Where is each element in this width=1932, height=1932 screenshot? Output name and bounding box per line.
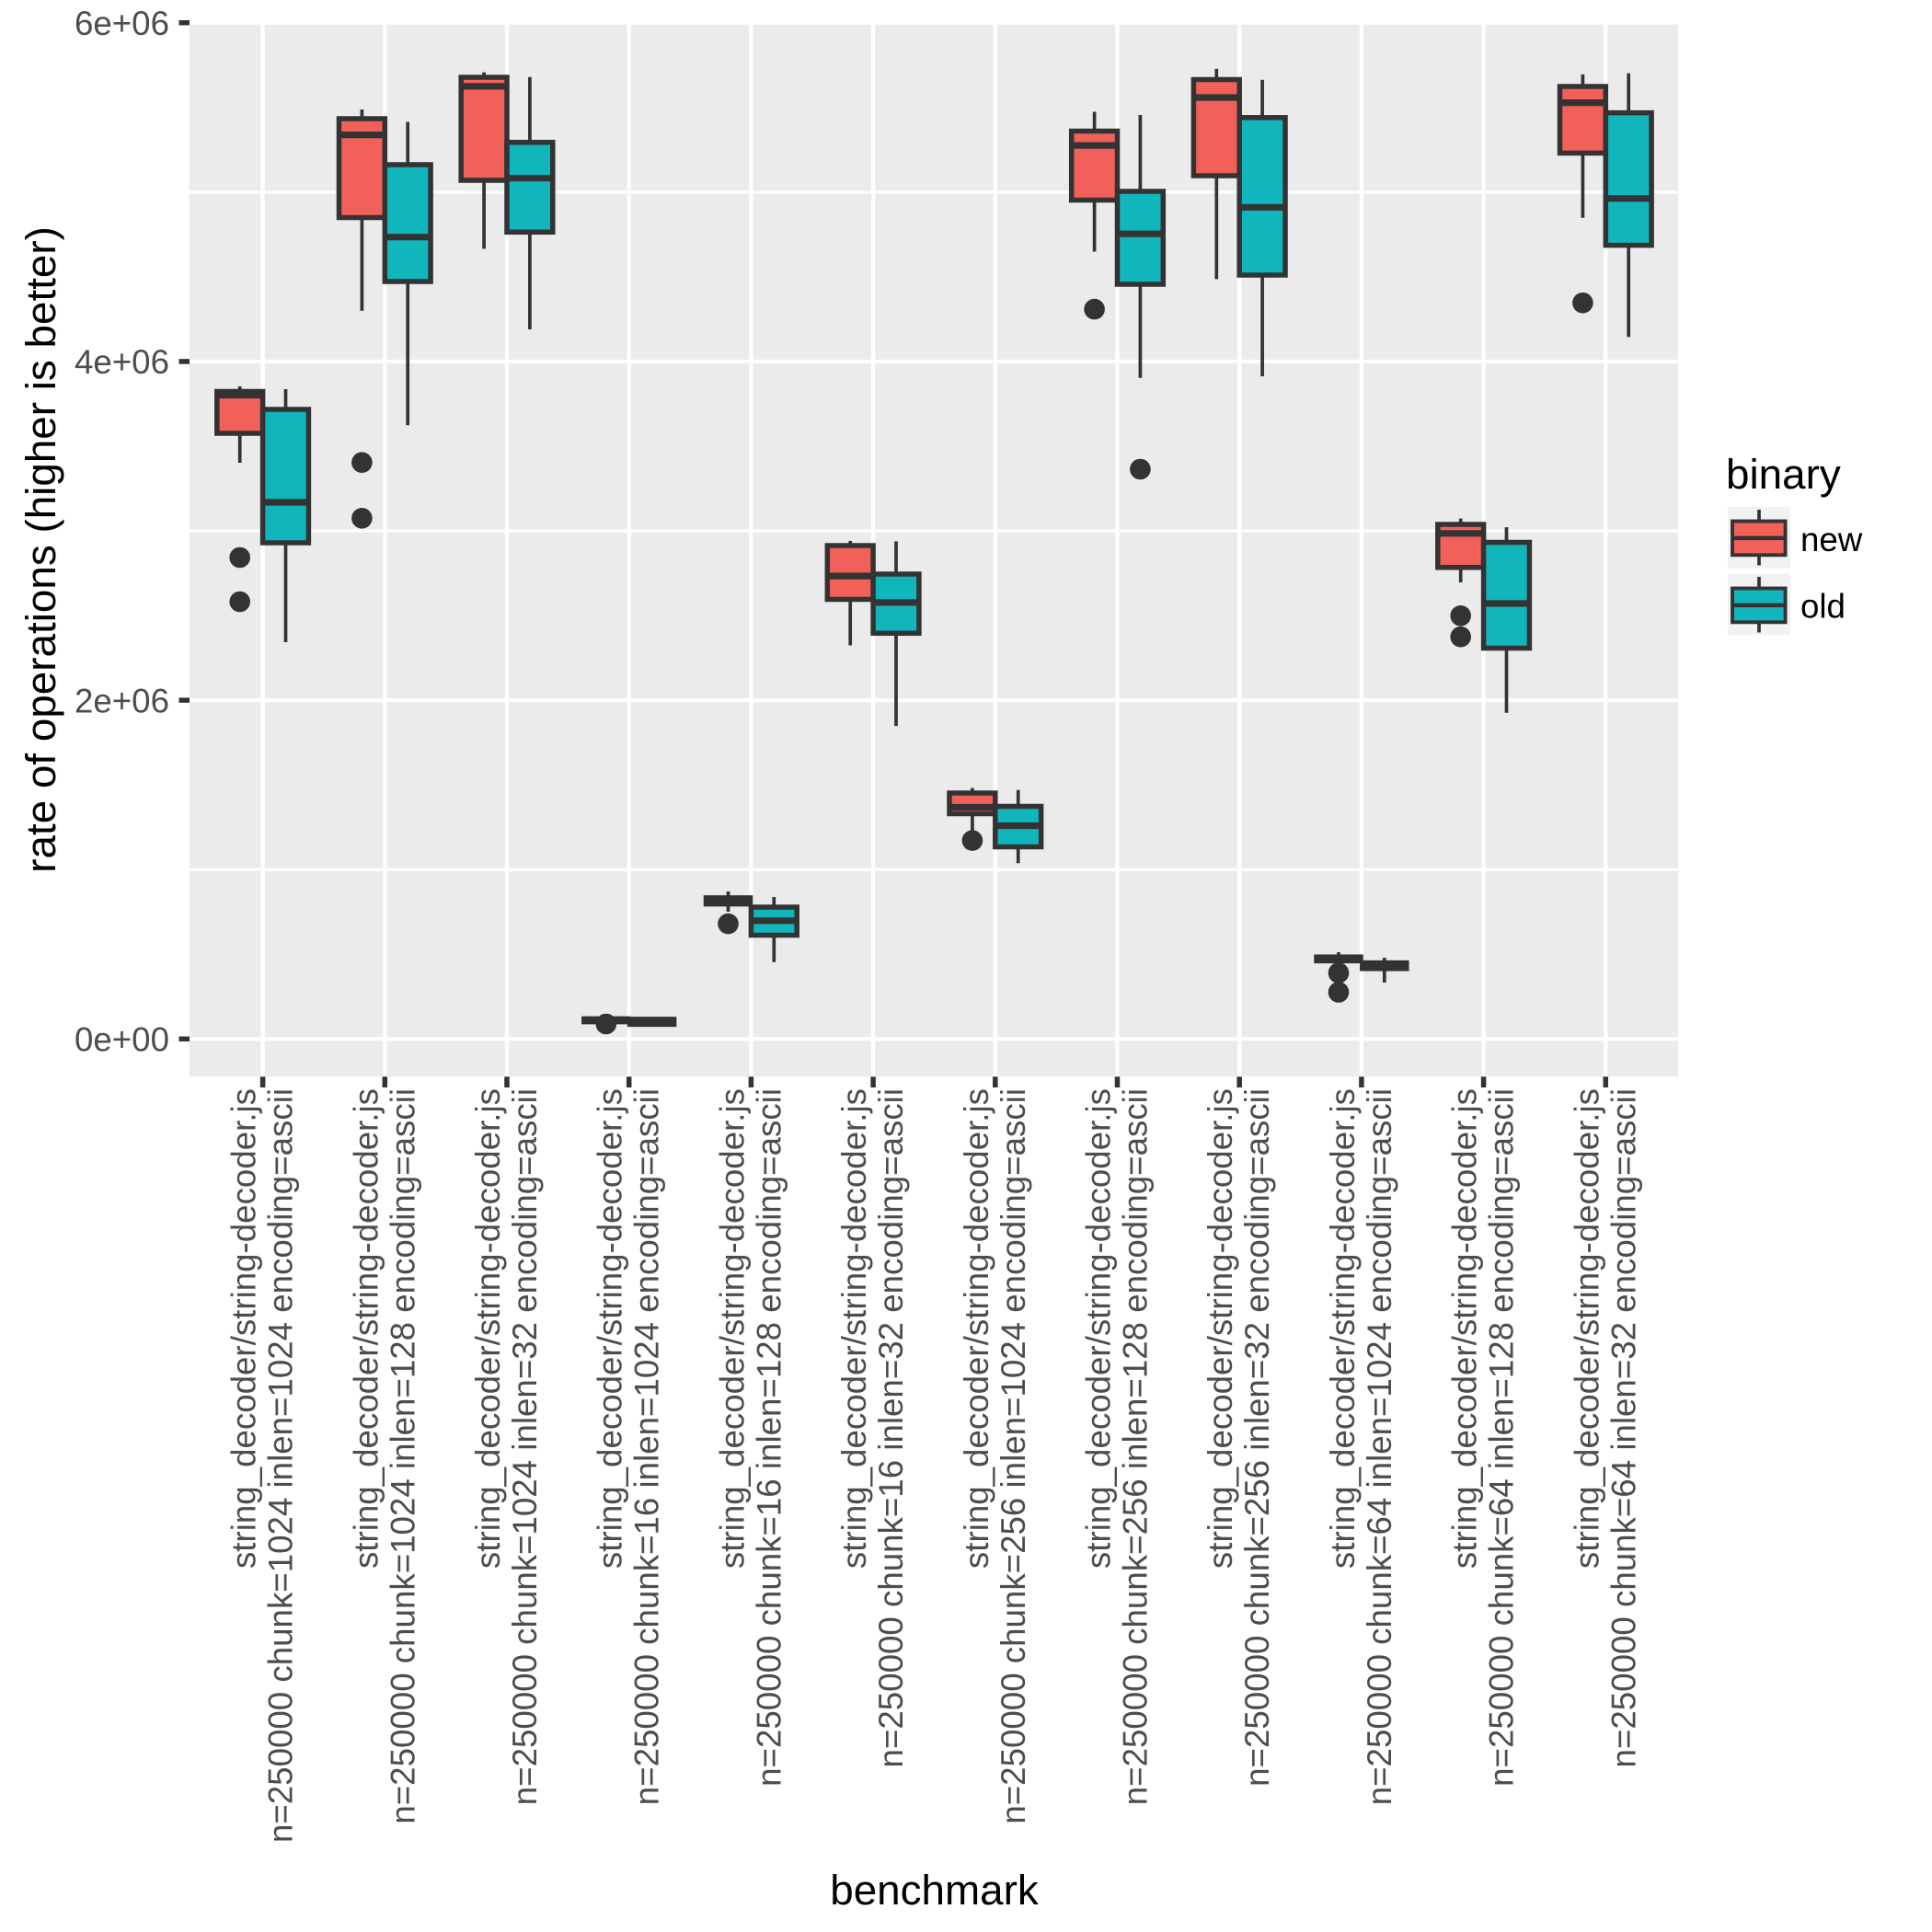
svg-text:n=250000 chunk=1024 inlen=1024: n=250000 chunk=1024 inlen=1024 encoding=…	[262, 1088, 300, 1843]
svg-text:rate of operations (higher is: rate of operations (higher is better)	[17, 226, 64, 873]
svg-text:string_decoder/string-decoder.: string_decoder/string-decoder.js	[1324, 1088, 1362, 1569]
svg-text:benchmark: benchmark	[830, 1867, 1039, 1914]
svg-text:2e+06: 2e+06	[75, 682, 169, 719]
svg-text:n=250000 chunk=16 inlen=128 en: n=250000 chunk=16 inlen=128 encoding=asc…	[750, 1088, 788, 1787]
svg-text:string_decoder/string-decoder.: string_decoder/string-decoder.js	[347, 1088, 385, 1569]
svg-text:string_decoder/string-decoder.: string_decoder/string-decoder.js	[469, 1088, 507, 1569]
svg-text:n=250000 chunk=256 inlen=32 en: n=250000 chunk=256 inlen=32 encoding=asc…	[1238, 1088, 1276, 1787]
svg-text:string_decoder/string-decoder.: string_decoder/string-decoder.js	[958, 1088, 995, 1569]
svg-text:n=250000 chunk=16 inlen=32 enc: n=250000 chunk=16 inlen=32 encoding=asci…	[872, 1088, 910, 1767]
svg-text:string_decoder/string-decoder.: string_decoder/string-decoder.js	[835, 1088, 873, 1569]
svg-text:n=250000 chunk=1024 inlen=32 e: n=250000 chunk=1024 inlen=32 encoding=as…	[506, 1088, 544, 1805]
svg-text:0e+00: 0e+00	[75, 1021, 169, 1059]
svg-text:n=250000 chunk=64 inlen=32 enc: n=250000 chunk=64 inlen=32 encoding=asci…	[1604, 1088, 1642, 1767]
svg-text:old: old	[1800, 588, 1846, 626]
svg-text:string_decoder/string-decoder.: string_decoder/string-decoder.js	[1080, 1088, 1118, 1569]
svg-text:n=250000 chunk=16 inlen=1024 e: n=250000 chunk=16 inlen=1024 encoding=as…	[628, 1088, 666, 1805]
svg-text:6e+06: 6e+06	[75, 5, 169, 42]
svg-text:string_decoder/string-decoder.: string_decoder/string-decoder.js	[1202, 1088, 1239, 1569]
svg-text:new: new	[1800, 521, 1863, 558]
svg-text:n=250000 chunk=1024 inlen=128: n=250000 chunk=1024 inlen=128 encoding=a…	[384, 1088, 421, 1824]
svg-text:string_decoder/string-decoder.: string_decoder/string-decoder.js	[592, 1088, 629, 1569]
svg-text:string_decoder/string-decoder.: string_decoder/string-decoder.js	[1446, 1088, 1484, 1569]
svg-text:n=250000 chunk=64 inlen=1024 e: n=250000 chunk=64 inlen=1024 encoding=as…	[1361, 1088, 1398, 1805]
svg-text:4e+06: 4e+06	[75, 343, 169, 381]
svg-text:string_decoder/string-decoder.: string_decoder/string-decoder.js	[713, 1088, 751, 1569]
svg-text:n=250000 chunk=64 inlen=128 en: n=250000 chunk=64 inlen=128 encoding=asc…	[1483, 1088, 1521, 1787]
svg-text:string_decoder/string-decoder.: string_decoder/string-decoder.js	[1568, 1088, 1605, 1569]
svg-text:string_decoder/string-decoder.: string_decoder/string-decoder.js	[225, 1088, 263, 1569]
svg-text:n=250000 chunk=256 inlen=128 e: n=250000 chunk=256 inlen=128 encoding=as…	[1117, 1088, 1155, 1805]
svg-text:n=250000 chunk=256 inlen=1024: n=250000 chunk=256 inlen=1024 encoding=a…	[995, 1088, 1032, 1824]
svg-text:binary: binary	[1726, 451, 1841, 498]
